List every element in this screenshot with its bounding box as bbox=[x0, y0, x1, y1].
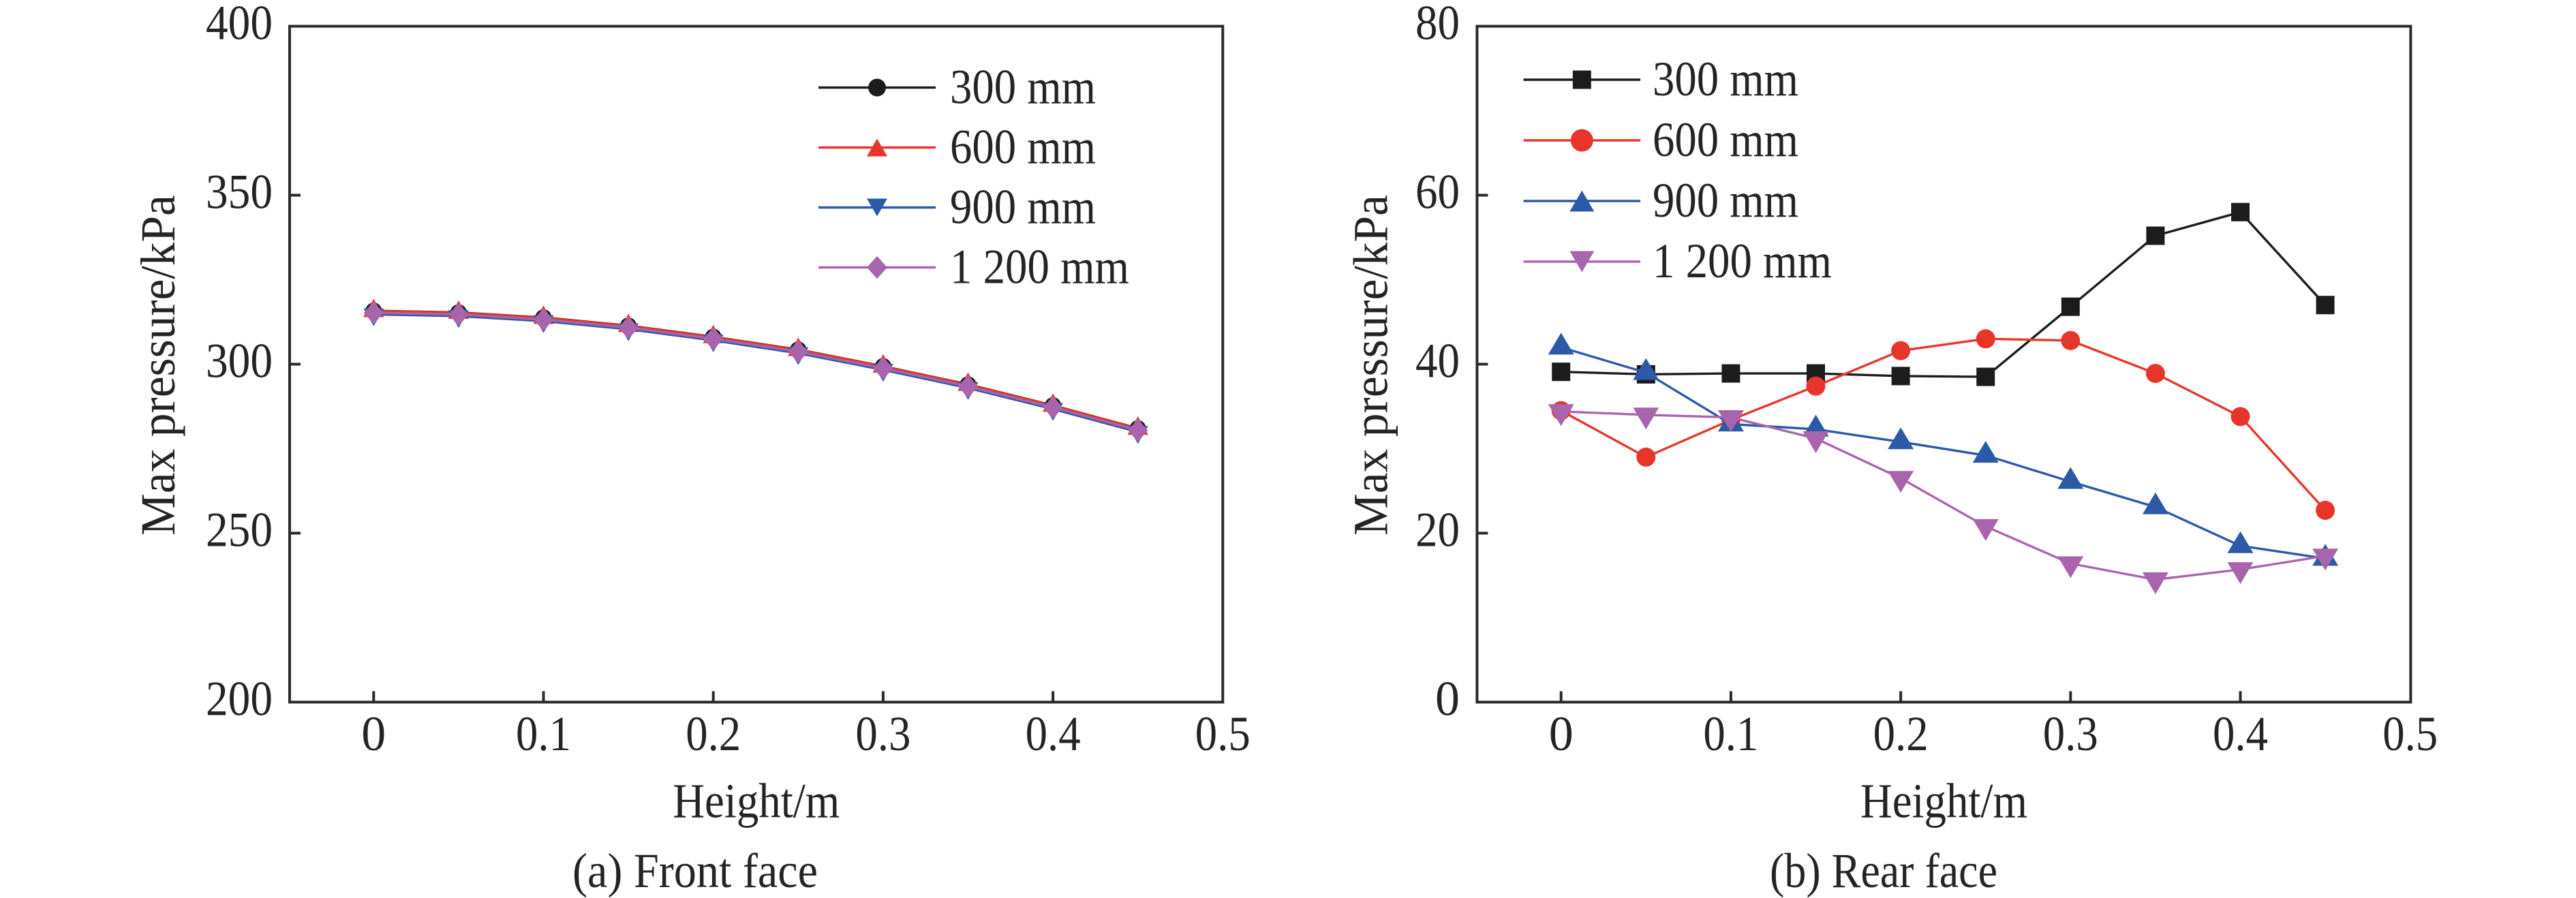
svg-text:0.2: 0.2 bbox=[686, 707, 741, 761]
svg-text:300 mm: 300 mm bbox=[1653, 52, 1798, 106]
svg-text:200: 200 bbox=[206, 672, 273, 726]
svg-text:900 mm: 900 mm bbox=[1653, 173, 1798, 228]
svg-text:60: 60 bbox=[1415, 165, 1460, 219]
svg-text:0.3: 0.3 bbox=[855, 707, 910, 761]
svg-text:0.1: 0.1 bbox=[516, 707, 571, 761]
svg-text:0: 0 bbox=[361, 707, 386, 761]
svg-text:900 mm: 900 mm bbox=[950, 180, 1096, 234]
svg-text:1 200 mm: 1 200 mm bbox=[950, 240, 1129, 294]
svg-text:80: 80 bbox=[1415, 0, 1460, 50]
svg-text:400: 400 bbox=[206, 0, 273, 50]
svg-text:(a) Front face: (a) Front face bbox=[572, 843, 818, 898]
svg-text:Max pressure/kPa: Max pressure/kPa bbox=[1344, 195, 1398, 536]
svg-text:0.5: 0.5 bbox=[2382, 707, 2438, 761]
svg-text:0.4: 0.4 bbox=[2213, 707, 2268, 761]
svg-text:0.5: 0.5 bbox=[1195, 707, 1251, 761]
svg-text:0: 0 bbox=[1435, 672, 1460, 726]
svg-text:Max pressure/kPa: Max pressure/kPa bbox=[131, 195, 185, 536]
svg-text:350: 350 bbox=[206, 165, 273, 219]
svg-text:40: 40 bbox=[1415, 334, 1460, 388]
svg-text:0: 0 bbox=[1549, 707, 1574, 761]
svg-text:300: 300 bbox=[206, 334, 273, 388]
svg-text:300 mm: 300 mm bbox=[950, 60, 1096, 114]
svg-text:600 mm: 600 mm bbox=[1653, 112, 1798, 167]
svg-text:0.3: 0.3 bbox=[2043, 707, 2098, 761]
svg-text:(b) Rear face: (b) Rear face bbox=[1770, 843, 1997, 898]
svg-text:Height/m: Height/m bbox=[673, 774, 840, 829]
svg-text:20: 20 bbox=[1415, 503, 1460, 557]
svg-text:250: 250 bbox=[206, 503, 273, 557]
svg-text:600 mm: 600 mm bbox=[950, 120, 1096, 174]
svg-text:0.2: 0.2 bbox=[1873, 707, 1929, 761]
svg-text:1 200 mm: 1 200 mm bbox=[1653, 234, 1832, 288]
svg-text:0.4: 0.4 bbox=[1026, 707, 1081, 761]
svg-text:0.1: 0.1 bbox=[1703, 707, 1758, 761]
svg-text:Height/m: Height/m bbox=[1860, 774, 2027, 829]
